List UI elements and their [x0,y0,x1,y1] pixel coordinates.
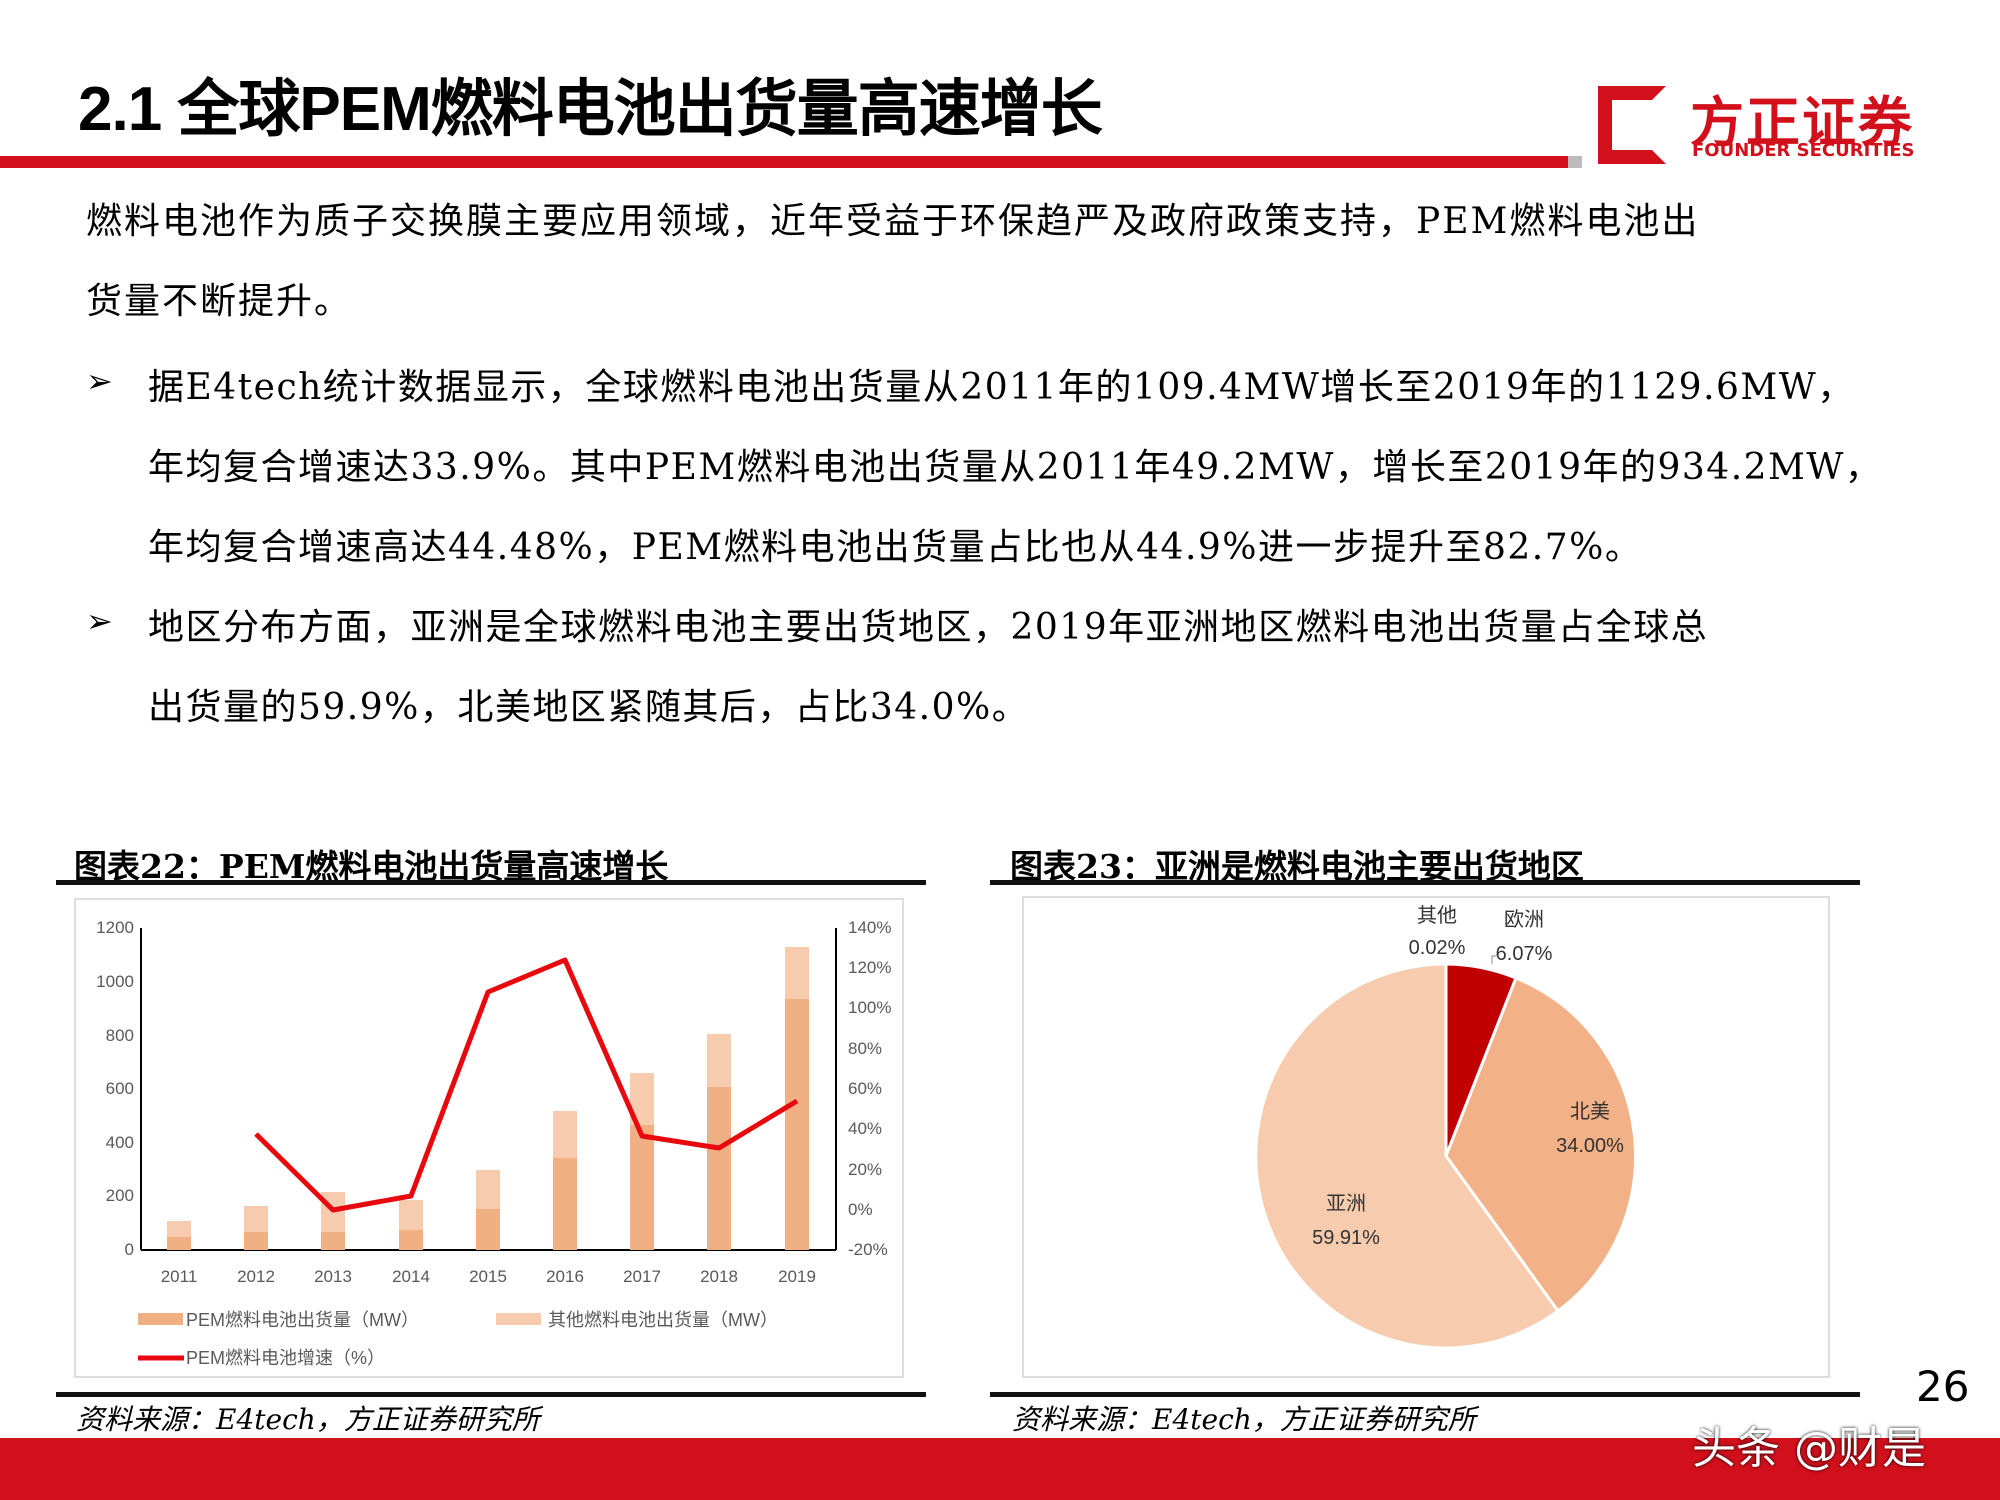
svg-text:34.00%: 34.00% [1556,1135,1624,1157]
figure22-bottom-rule [56,1392,926,1397]
founder-logo: 方正证券 FOUNDER SECURITIES [1598,78,1928,168]
figure23-top-rule [990,880,1860,885]
bullet1-line2: 年均复合增速达33.9%。其中PEM燃料电池出货量从2011年49.2MW，增长… [148,447,1883,488]
legend-other: 其他燃料电池出货量（MW） [548,1310,778,1330]
page-title: 2.1 全球PEM燃料电池出货量高速增长 [78,75,1103,144]
page-number: 26 [1916,1362,1970,1411]
svg-text:100%: 100% [848,998,891,1017]
legend-growth: PEM燃料电池增速（%） [186,1348,385,1368]
svg-text:-20%: -20% [848,1240,888,1259]
bar-line-chart: 1200 1000 800 600 400 200 0 140% 120% 10… [96,918,891,1368]
header-bar [0,156,1580,168]
svg-text:2012: 2012 [237,1267,275,1286]
svg-text:40%: 40% [848,1119,882,1138]
logo-text-cn: 方正证券 [1690,91,1914,154]
figure23-bottom-rule [990,1392,1860,1397]
svg-text:80%: 80% [848,1039,882,1058]
svg-text:2018: 2018 [700,1267,738,1286]
svg-text:140%: 140% [848,918,891,937]
bullet1-line3: 年均复合增速高达44.48%，PEM燃料电池出货量占比也从44.9%进一步提升至… [148,527,1643,568]
logo-text-en: FOUNDER SECURITIES [1692,140,1915,161]
svg-text:2011: 2011 [161,1267,198,1286]
svg-text:0: 0 [125,1240,134,1259]
intro-line-1: 燃料电池作为质子交换膜主要应用领域，近年受益于环保趋严及政府政策支持，PEM燃料… [86,201,1700,242]
legend-pem: PEM燃料电池出货量（MW） [186,1310,419,1330]
svg-text:2015: 2015 [469,1267,507,1286]
svg-text:800: 800 [106,1026,134,1045]
figure23-source: 资料来源：E4tech，方正证券研究所 [1012,1403,1476,1436]
svg-text:北美: 北美 [1570,1100,1610,1123]
svg-text:1000: 1000 [96,972,134,991]
figure22-top-rule [56,880,926,885]
svg-text:2016: 2016 [546,1267,584,1286]
svg-text:2013: 2013 [314,1267,352,1286]
figure23-chart: 其他 0.02% 欧洲 6.07% 北美 34.00% 亚洲 59.91% [1022,896,1830,1378]
svg-text:1200: 1200 [96,918,134,937]
svg-text:2017: 2017 [623,1267,661,1286]
logo-mark-icon [1598,86,1666,164]
bullet2-line2: 出货量的59.9%，北美地区紧随其后，占比34.0%。 [148,687,1030,728]
bullet1-line1: 据E4tech统计数据显示，全球燃料电池出货量从2011年的109.4MW增长至… [148,367,1855,408]
svg-text:200: 200 [106,1186,134,1205]
bullet-arrow-icon: ➢ [86,362,113,400]
svg-text:欧洲: 欧洲 [1504,908,1544,931]
header-bar-end [1568,156,1582,168]
bullet-arrow-icon: ➢ [86,602,113,640]
svg-text:120%: 120% [848,958,891,977]
svg-text:6.07%: 6.07% [1496,943,1553,965]
svg-text:2014: 2014 [392,1267,430,1286]
svg-text:0.02%: 0.02% [1409,937,1466,959]
svg-text:0%: 0% [848,1200,873,1219]
bullet2-line1: 地区分布方面，亚洲是全球燃料电池主要出货地区，2019年亚洲地区燃料电池出货量占… [148,607,1709,648]
svg-text:其他: 其他 [1417,904,1457,927]
intro-line-2: 货量不断提升。 [86,281,353,322]
svg-text:60%: 60% [848,1079,882,1098]
svg-text:2019: 2019 [778,1267,816,1286]
svg-text:20%: 20% [848,1160,882,1179]
svg-text:59.91%: 59.91% [1312,1227,1380,1249]
figure22-title: 图表22：PEM燃料电池出货量高速增长 [74,847,669,886]
svg-text:亚洲: 亚洲 [1326,1193,1366,1215]
figure23-title: 图表23：亚洲是燃料电池主要出货地区 [1010,847,1584,886]
footer-bar [0,1438,2000,1500]
svg-text:400: 400 [106,1133,134,1152]
watermark: 头条 @财是 [1692,1423,1926,1474]
figure22-chart: 1200 1000 800 600 400 200 0 140% 120% 10… [74,898,904,1378]
figure22-source: 资料来源：E4tech，方正证券研究所 [76,1403,540,1436]
svg-text:600: 600 [106,1079,134,1098]
pie-chart: 其他 0.02% 欧洲 6.07% 北美 34.00% 亚洲 59.91% [1254,904,1637,1350]
